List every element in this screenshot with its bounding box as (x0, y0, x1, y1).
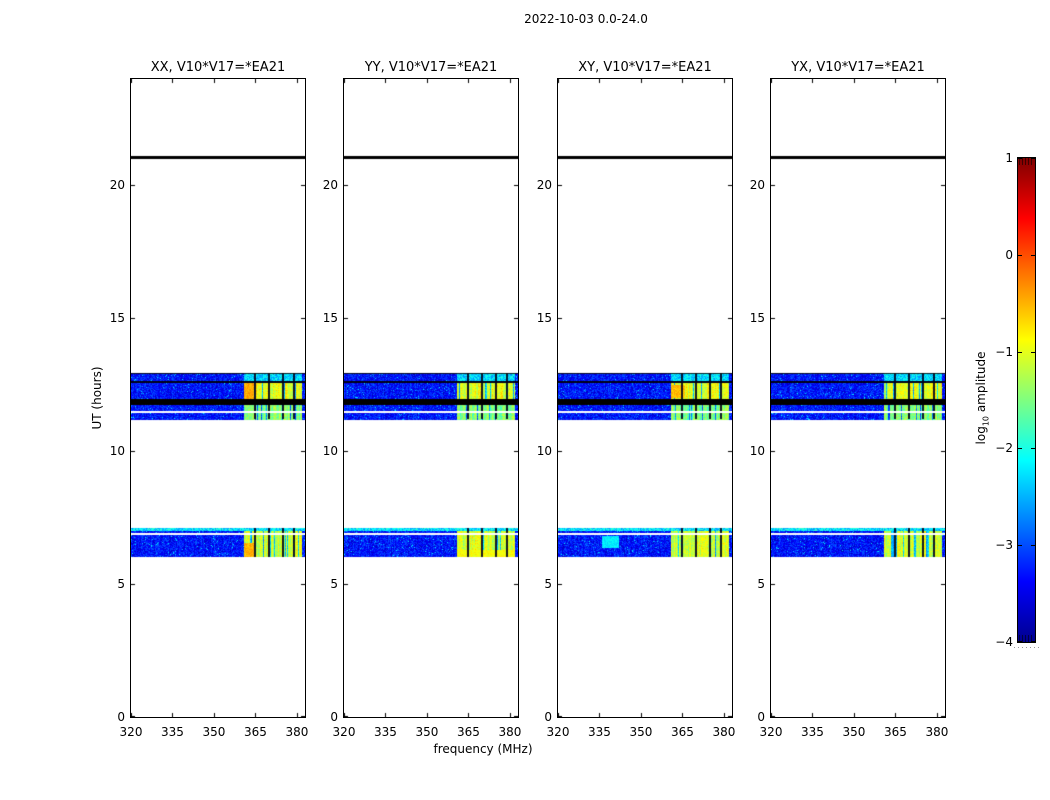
y-tick-label: 10 (95, 444, 125, 458)
colorbar-tick-mark (1031, 545, 1035, 546)
x-tick-label: 380 (490, 725, 530, 739)
colorbar-tick-mark (1018, 352, 1022, 353)
y-tick-label: 5 (95, 577, 125, 591)
x-tick-label: 335 (365, 725, 405, 739)
figure-title: 2022-10-03 0.0-24.0 (476, 12, 696, 26)
heatmap-yx (770, 78, 946, 718)
colorbar-tick-mark (1031, 255, 1035, 256)
y-tick-label: 0 (308, 710, 338, 724)
x-tick-label: 380 (277, 725, 317, 739)
heatmap-xy (557, 78, 733, 718)
x-tick-label: 350 (194, 725, 234, 739)
subplot-title-xx: XX, V10*V17=*EA21 (108, 60, 328, 75)
x-tick-label: 350 (621, 725, 661, 739)
colorbar-bottom-dots (1014, 647, 1040, 648)
y-tick-label: 0 (522, 710, 552, 724)
colorbar-tick-label: 1 (981, 151, 1013, 165)
x-tick-label: 335 (152, 725, 192, 739)
y-tick-label: 20 (308, 178, 338, 192)
x-tick-label: 320 (751, 725, 791, 739)
colorbar-tick-mark (1031, 641, 1035, 642)
x-tick-label: 350 (834, 725, 874, 739)
y-tick-label: 15 (95, 311, 125, 325)
y-tick-label: 20 (95, 178, 125, 192)
y-tick-label: 20 (522, 178, 552, 192)
colorbar-tick-label: −4 (981, 635, 1013, 649)
x-tick-label: 320 (538, 725, 578, 739)
subplot-title-xy: XY, V10*V17=*EA21 (535, 60, 755, 75)
colorbar-tick-label: 0 (981, 248, 1013, 262)
figure: 2022-10-03 0.0-24.0 XX, V10*V17=*EA21 YY… (0, 0, 1050, 800)
x-tick-label: 335 (792, 725, 832, 739)
y-tick-label: 10 (308, 444, 338, 458)
y-tick-label: 5 (735, 577, 765, 591)
colorbar-tick-mark (1031, 158, 1035, 159)
y-tick-label: 15 (308, 311, 338, 325)
subplot-title-yy: YY, V10*V17=*EA21 (321, 60, 541, 75)
x-tick-label: 365 (448, 725, 488, 739)
y-tick-label: 0 (735, 710, 765, 724)
heatmap-xx (130, 78, 306, 718)
y-tick-label: 0 (95, 710, 125, 724)
x-tick-label: 380 (917, 725, 957, 739)
colorbar-tick-mark (1031, 448, 1035, 449)
colorbar (1017, 157, 1036, 643)
y-tick-label: 20 (735, 178, 765, 192)
x-tick-label: 335 (579, 725, 619, 739)
x-tick-label: 365 (875, 725, 915, 739)
x-axis-label: frequency (MHz) (413, 742, 553, 756)
subplot-title-yx: YX, V10*V17=*EA21 (748, 60, 968, 75)
x-tick-label: 380 (704, 725, 744, 739)
y-axis-label: UT (hours) (90, 338, 106, 458)
colorbar-tick-mark (1018, 158, 1022, 159)
x-tick-label: 320 (324, 725, 364, 739)
y-tick-label: 15 (522, 311, 552, 325)
y-tick-label: 10 (735, 444, 765, 458)
colorbar-tick-label: −2 (981, 441, 1013, 455)
colorbar-label-sub: 10 (981, 416, 990, 426)
colorbar-tick-mark (1018, 545, 1022, 546)
colorbar-tick-mark (1018, 255, 1022, 256)
x-tick-label: 365 (662, 725, 702, 739)
colorbar-tick-label: −3 (981, 538, 1013, 552)
colorbar-tick-mark (1018, 448, 1022, 449)
y-tick-label: 15 (735, 311, 765, 325)
y-tick-label: 10 (522, 444, 552, 458)
heatmap-yy (343, 78, 519, 718)
x-tick-label: 365 (235, 725, 275, 739)
y-tick-label: 5 (522, 577, 552, 591)
x-tick-label: 320 (111, 725, 151, 739)
colorbar-tick-mark (1018, 641, 1022, 642)
colorbar-tick-mark (1031, 352, 1035, 353)
colorbar-top-hatch-icon (1019, 158, 1034, 165)
colorbar-label-suffix: amplitude (974, 352, 988, 416)
y-tick-label: 5 (308, 577, 338, 591)
x-tick-label: 350 (407, 725, 447, 739)
colorbar-tick-label: −1 (981, 345, 1013, 359)
